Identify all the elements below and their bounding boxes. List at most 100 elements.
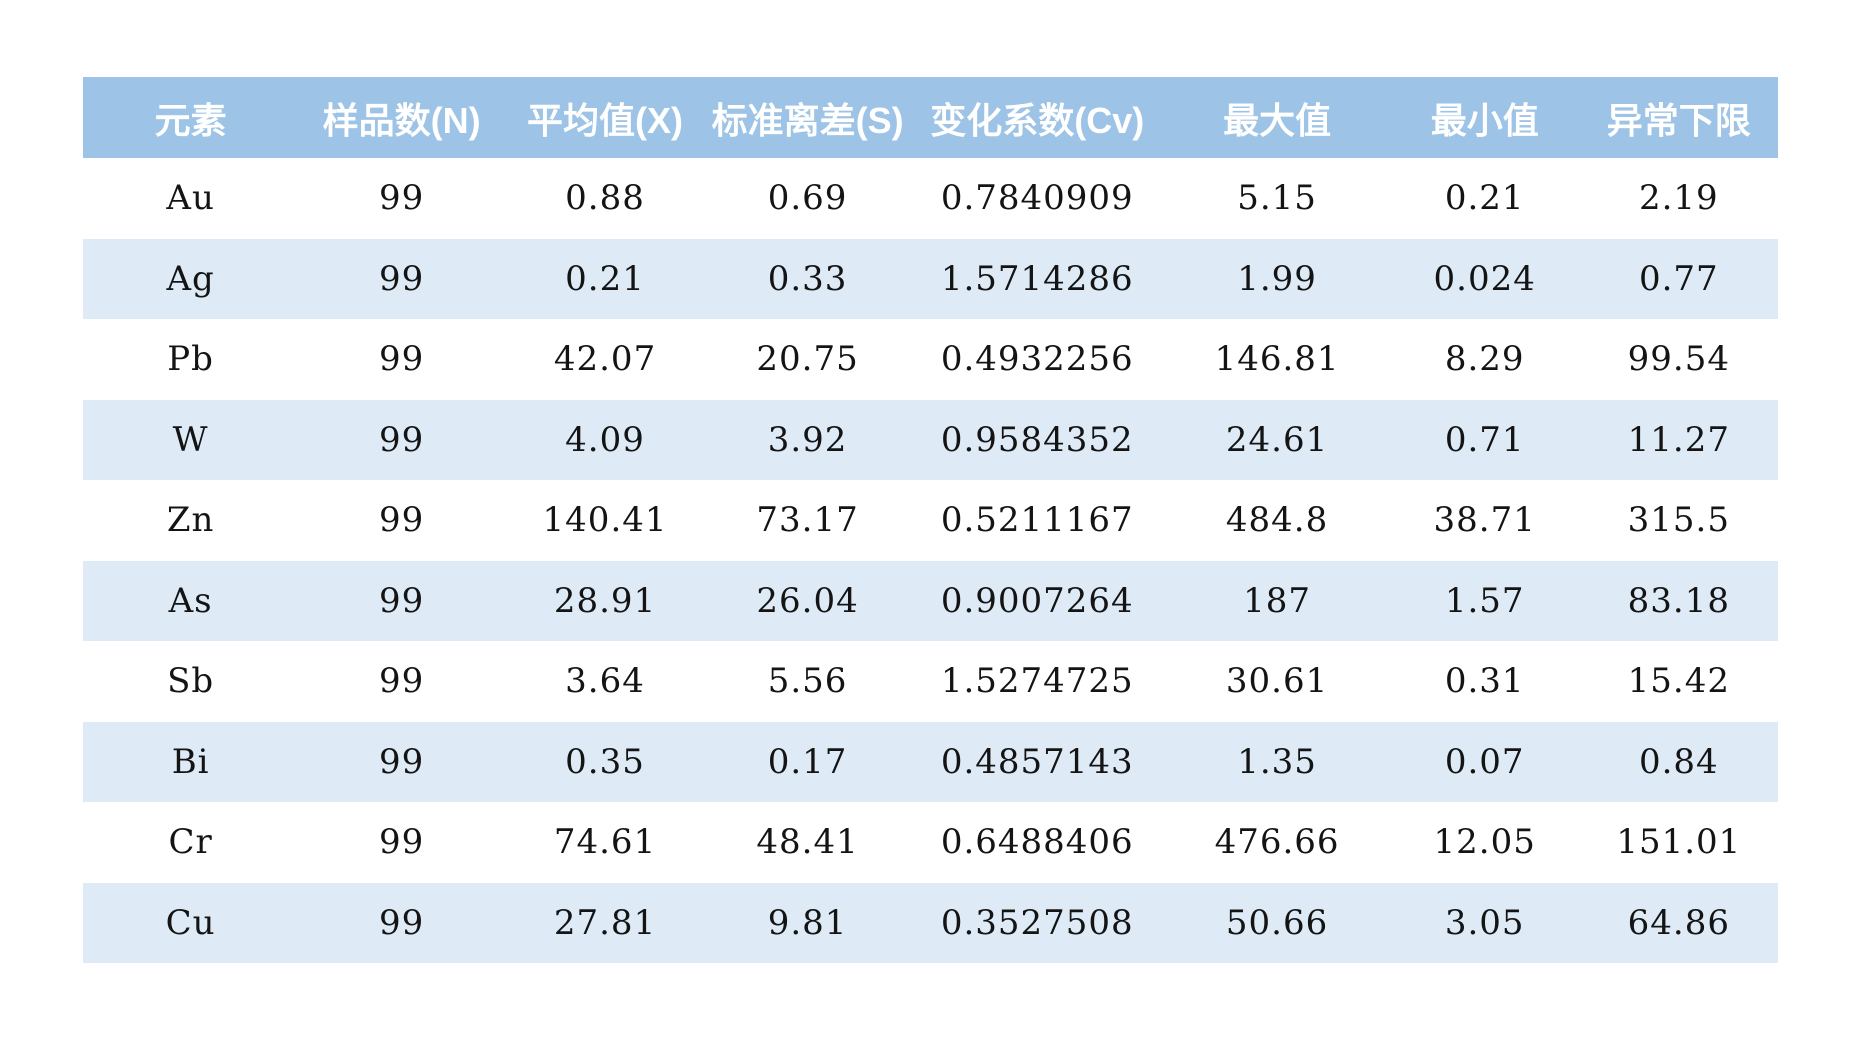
value-cell: 3.05 xyxy=(1389,882,1580,963)
table-row: W 99 4.09 3.92 0.9584352 24.61 0.71 11.27 xyxy=(83,399,1778,480)
column-header-element: 元素 xyxy=(83,77,299,158)
value-cell: 3.64 xyxy=(565,661,645,702)
table-row: Au 99 0.88 0.69 0.7840909 5.15 0.21 2.19 xyxy=(83,158,1778,239)
table-row: As 99 28.91 26.04 0.9007264 187 1.57 83.18 xyxy=(83,560,1778,641)
value-cell: 99 xyxy=(379,339,425,380)
value-cell: 0.69 xyxy=(767,178,848,219)
column-header-min: 最小值 xyxy=(1389,77,1580,158)
value-cell: 99 xyxy=(379,822,425,863)
table-row: Cu 99 27.81 9.81 0.3527508 50.66 3.05 64.86 xyxy=(83,882,1778,963)
value-cell: 99 xyxy=(298,560,506,641)
column-header-mean: 平均值(X) xyxy=(505,77,706,158)
column-header-anomaly-threshold: 异常下限 xyxy=(1579,77,1778,158)
value-cell: 0.71 xyxy=(1389,399,1580,480)
value-cell: 0.6488406 xyxy=(940,822,1134,863)
value-cell: 4.09 xyxy=(505,399,706,480)
value-cell: 5.56 xyxy=(767,661,848,702)
value-cell: 0.4857143 xyxy=(910,721,1165,802)
value-cell: 0.35 xyxy=(505,721,706,802)
value-cell: 0.9007264 xyxy=(910,560,1165,641)
table-row: Zn 99 140.41 73.17 0.5211167 484.8 38.71 315.5 xyxy=(83,480,1778,561)
value-cell: 0.3527508 xyxy=(910,882,1165,963)
value-cell: 38.71 xyxy=(1433,500,1536,541)
value-cell: 99 xyxy=(298,238,506,319)
table-row: Pb 99 42.07 20.75 0.4932256 146.81 8.29 99.54 xyxy=(83,319,1778,400)
element-symbol-cell: Zn xyxy=(166,500,215,541)
value-cell: 99 xyxy=(379,178,425,219)
element-statistics-table: 元素 样品数(N) 平均值(X) 标准离差(S) 变化系数(Cv) 最大值 最小… xyxy=(83,77,1778,963)
value-cell: 1.5714286 xyxy=(910,238,1165,319)
value-cell: 99 xyxy=(298,399,506,480)
value-cell: 476.66 xyxy=(1214,822,1340,863)
value-cell: 9.81 xyxy=(705,882,911,963)
value-cell: 30.61 xyxy=(1225,661,1329,702)
value-cell: 0.17 xyxy=(705,721,911,802)
value-cell: 1.5274725 xyxy=(940,661,1134,702)
value-cell: 187 xyxy=(1164,560,1390,641)
column-header-cv: 变化系数(Cv) xyxy=(910,77,1165,158)
table-body: Au 99 0.88 0.69 0.7840909 5.15 0.21 2.19 Ag 99 0.2… xyxy=(83,158,1778,963)
table-row: Cr 99 74.61 48.41 0.6488406 476.66 12.05 151.01 xyxy=(83,802,1778,883)
value-cell: 11.27 xyxy=(1579,399,1778,480)
value-cell: 0.77 xyxy=(1579,238,1778,319)
element-symbol-cell: Sb xyxy=(167,661,215,702)
value-cell: 99 xyxy=(379,500,425,541)
value-cell: 0.7840909 xyxy=(940,178,1134,219)
element-symbol-cell: W xyxy=(83,399,299,480)
value-cell: 0.5211167 xyxy=(940,500,1134,541)
value-cell: 74.61 xyxy=(553,822,657,863)
table-row: Sb 99 3.64 5.56 1.5274725 30.61 0.31 15.42 xyxy=(83,641,1778,722)
value-cell: 50.66 xyxy=(1164,882,1390,963)
value-cell: 48.41 xyxy=(756,822,859,863)
value-cell: 73.17 xyxy=(756,500,859,541)
element-symbol-cell: Pb xyxy=(167,339,214,380)
value-cell: 151.01 xyxy=(1616,822,1742,863)
header-row: 元素 样品数(N) 平均值(X) 标准离差(S) 变化系数(Cv) 最大值 最小… xyxy=(83,77,1778,158)
value-cell: 99.54 xyxy=(1627,339,1730,380)
value-cell: 484.8 xyxy=(1225,500,1329,541)
value-cell: 0.9584352 xyxy=(910,399,1165,480)
value-cell: 0.4932256 xyxy=(940,339,1134,380)
value-cell: 99 xyxy=(298,721,506,802)
value-cell: 42.07 xyxy=(553,339,657,380)
value-cell: 315.5 xyxy=(1627,500,1730,541)
value-cell: 8.29 xyxy=(1444,339,1525,380)
value-cell: 1.57 xyxy=(1389,560,1580,641)
value-cell: 0.21 xyxy=(505,238,706,319)
value-cell: 3.92 xyxy=(705,399,911,480)
value-cell: 83.18 xyxy=(1579,560,1778,641)
element-symbol-cell: Ag xyxy=(83,238,299,319)
element-symbol-cell: Au xyxy=(166,178,215,219)
value-cell: 27.81 xyxy=(505,882,706,963)
column-header-sample-count: 样品数(N) xyxy=(298,77,506,158)
value-cell: 28.91 xyxy=(505,560,706,641)
value-cell: 0.88 xyxy=(565,178,645,219)
value-cell: 2.19 xyxy=(1638,178,1719,219)
value-cell: 0.024 xyxy=(1389,238,1580,319)
value-cell: 0.33 xyxy=(705,238,911,319)
value-cell: 1.99 xyxy=(1164,238,1390,319)
value-cell: 1.35 xyxy=(1164,721,1390,802)
value-cell: 0.07 xyxy=(1389,721,1580,802)
value-cell: 15.42 xyxy=(1627,661,1730,702)
value-cell: 24.61 xyxy=(1164,399,1390,480)
value-cell: 20.75 xyxy=(756,339,859,380)
value-cell: 0.84 xyxy=(1579,721,1778,802)
value-cell: 64.86 xyxy=(1579,882,1778,963)
value-cell: 0.31 xyxy=(1444,661,1525,702)
column-header-max: 最大值 xyxy=(1164,77,1390,158)
value-cell: 5.15 xyxy=(1237,178,1317,219)
value-cell: 140.41 xyxy=(542,500,668,541)
column-header-std-dev: 标准离差(S) xyxy=(705,77,911,158)
element-symbol-cell: Cu xyxy=(83,882,299,963)
table-row: Bi 99 0.35 0.17 0.4857143 1.35 0.07 0.84 xyxy=(83,721,1778,802)
value-cell: 12.05 xyxy=(1433,822,1536,863)
value-cell: 99 xyxy=(298,882,506,963)
value-cell: 146.81 xyxy=(1214,339,1340,380)
value-cell: 0.21 xyxy=(1444,178,1525,219)
table-row: Ag 99 0.21 0.33 1.5714286 1.99 0.024 0.77 xyxy=(83,238,1778,319)
value-cell: 99 xyxy=(379,661,425,702)
value-cell: 26.04 xyxy=(705,560,911,641)
element-symbol-cell: Bi xyxy=(83,721,299,802)
element-symbol-cell: As xyxy=(83,560,299,641)
